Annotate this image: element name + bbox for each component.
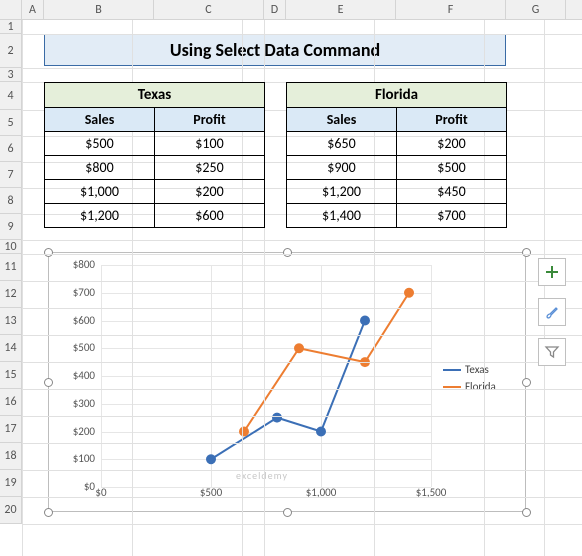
chart-elements-button[interactable] [538,258,566,286]
row-header-19[interactable]: 19 [0,470,22,497]
chart-object[interactable]: TexasFlorida exceldemy $0$100$200$300$40… [48,252,526,512]
table-row[interactable]: $1,200$600 [45,204,265,228]
table-cell[interactable]: $100 [155,132,265,156]
y-axis-label: $500 [55,341,95,354]
table-row[interactable]: $800$250 [45,156,265,180]
table-texas[interactable]: TexasSalesProfit$500$100$800$250$1,000$2… [44,82,265,228]
table-row[interactable]: $1,200$450 [287,180,507,204]
col-header-E[interactable]: E [286,0,396,19]
series-marker[interactable] [206,454,216,464]
page-title: Using Select Data Command [44,34,506,66]
selection-handle[interactable] [44,248,53,257]
y-axis-label: $800 [55,258,95,271]
row-header-9[interactable]: 9 [0,214,22,240]
table-cell[interactable]: $650 [287,132,397,156]
legend-label: Texas [465,363,489,376]
table-cell[interactable]: $1,400 [287,204,397,228]
row-header-17[interactable]: 17 [0,416,22,443]
selection-handle[interactable] [283,248,292,257]
series-marker[interactable] [294,343,304,353]
selection-handle[interactable] [44,508,53,517]
row-header-4[interactable]: 4 [0,82,22,110]
chart-plot-area: TexasFlorida exceldemy $0$100$200$300$40… [55,259,519,505]
row-header-16[interactable]: 16 [0,389,22,416]
worksheet: ABCDEFG 1234567891011121314151617181920 … [0,0,582,556]
col-header-A[interactable]: A [22,0,44,19]
legend-label: Florida [465,380,496,393]
series-marker[interactable] [272,413,282,423]
col-header-C[interactable]: C [154,0,264,19]
row-header-8[interactable]: 8 [0,188,22,214]
table-cell[interactable]: $250 [155,156,265,180]
table-row[interactable]: $650$200 [287,132,507,156]
selection-handle[interactable] [522,378,531,387]
y-axis-label: $100 [55,452,95,465]
table-cell[interactable]: $1,000 [45,180,155,204]
table-cell[interactable]: $900 [287,156,397,180]
table-col-header: Profit [397,108,507,132]
y-axis-label: $400 [55,369,95,382]
row-headers[interactable]: 1234567891011121314151617181920 [0,20,22,524]
selection-handle[interactable] [44,378,53,387]
row-header-5[interactable]: 5 [0,110,22,136]
chart-styles-button[interactable] [538,298,566,326]
table-region-header: Texas [45,83,265,108]
row-header-11[interactable]: 11 [0,254,22,281]
row-header-20[interactable]: 20 [0,497,22,524]
table-col-header: Profit [155,108,265,132]
y-axis-label: $600 [55,314,95,327]
row-header-10[interactable]: 10 [0,240,22,254]
selection-handle[interactable] [283,508,292,517]
row-header-13[interactable]: 13 [0,308,22,335]
row-header-3[interactable]: 3 [0,68,22,82]
row-header-6[interactable]: 6 [0,136,22,162]
row-header-15[interactable]: 15 [0,362,22,389]
table-row[interactable]: $1,000$200 [45,180,265,204]
table-cell[interactable]: $600 [155,204,265,228]
column-headers[interactable]: ABCDEFG [0,0,582,20]
table-row[interactable]: $900$500 [287,156,507,180]
legend-item-florida[interactable]: Florida [443,380,496,393]
series-marker[interactable] [316,427,326,437]
table-region-header: Florida [287,83,507,108]
table-cell[interactable]: $450 [397,180,507,204]
row-header-1[interactable]: 1 [0,20,22,34]
cells-area[interactable]: Using Select Data Command TexasFlorida e… [22,20,582,556]
table-cell[interactable]: $700 [397,204,507,228]
series-marker[interactable] [404,288,414,298]
table-cell[interactable]: $1,200 [287,180,397,204]
y-axis-label: $300 [55,397,95,410]
row-header-12[interactable]: 12 [0,281,22,308]
table-florida[interactable]: FloridaSalesProfit$650$200$900$500$1,200… [286,82,507,228]
y-axis-label: $200 [55,425,95,438]
series-marker[interactable] [360,316,370,326]
table-col-header: Sales [287,108,397,132]
selection-handle[interactable] [522,248,531,257]
table-row[interactable]: $1,400$700 [287,204,507,228]
selection-handle[interactable] [522,508,531,517]
row-header-2[interactable]: 2 [0,34,22,68]
row-header-7[interactable]: 7 [0,162,22,188]
table-col-header: Sales [45,108,155,132]
table-cell[interactable]: $200 [397,132,507,156]
table-cell[interactable]: $800 [45,156,155,180]
chart-filters-button[interactable] [538,338,566,366]
y-axis-label: $700 [55,286,95,299]
table-cell[interactable]: $500 [397,156,507,180]
col-header-F[interactable]: F [396,0,506,19]
table-cell[interactable]: $1,200 [45,204,155,228]
legend-item-texas[interactable]: Texas [443,363,496,376]
series-marker[interactable] [239,427,249,437]
chart-legend[interactable]: Texas Florida [443,359,496,397]
col-header-B[interactable]: B [44,0,154,19]
col-header-D[interactable]: D [264,0,286,19]
row-header-18[interactable]: 18 [0,443,22,470]
row-header-14[interactable]: 14 [0,335,22,362]
col-header-G[interactable]: G [506,0,566,19]
table-row[interactable]: $500$100 [45,132,265,156]
table-cell[interactable]: $500 [45,132,155,156]
table-cell[interactable]: $200 [155,180,265,204]
